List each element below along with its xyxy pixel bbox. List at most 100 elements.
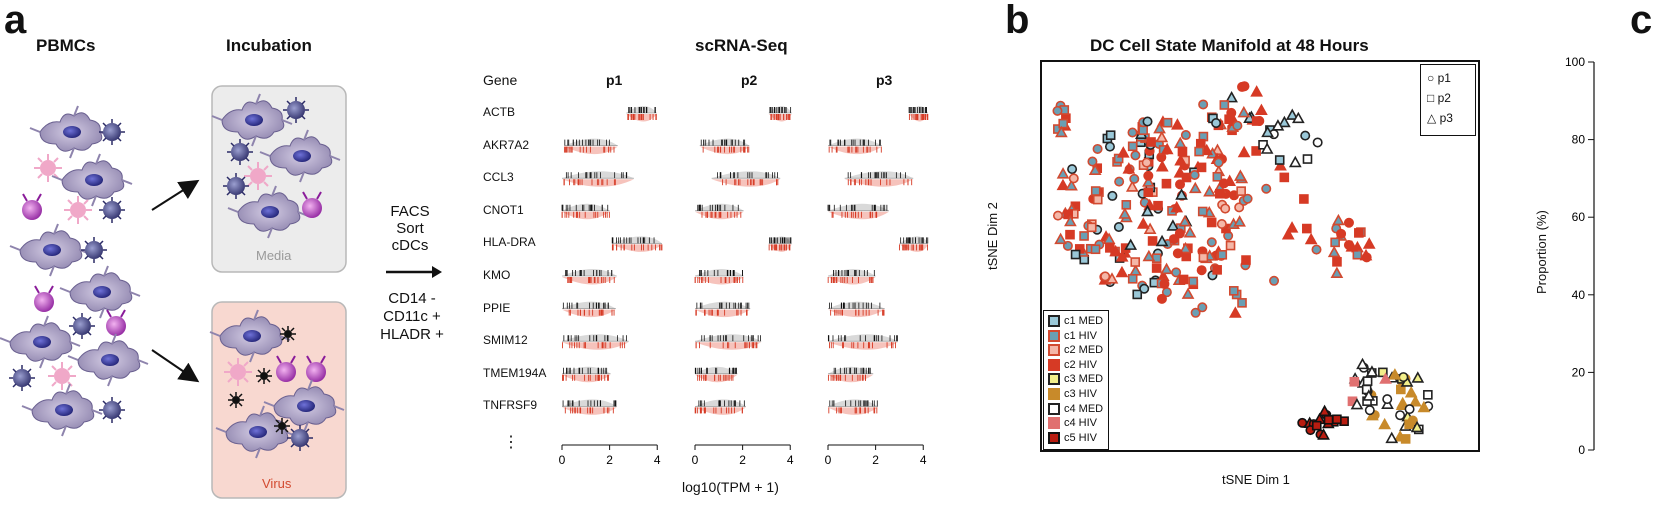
gene-label: ACTB: [483, 105, 516, 119]
tsne-point: [1058, 118, 1068, 129]
tsne-point: [1349, 376, 1360, 387]
y-tick-label: 100: [1565, 56, 1585, 69]
tsne-point: [1056, 167, 1070, 179]
tsne-point: [1155, 234, 1169, 247]
cluster-legend-label: c4 MED: [1064, 402, 1104, 415]
tsne-point: [1194, 146, 1204, 157]
donor-p1: p1: [606, 72, 623, 88]
tsne-point: [1162, 117, 1173, 128]
density-grey: [562, 269, 617, 276]
tsne-point: [1196, 265, 1207, 276]
tsne-point: [1378, 367, 1388, 378]
tsne-point: [1327, 245, 1341, 258]
tsne-xlabel: tSNE Dim 1: [1222, 472, 1290, 487]
tsne-point: [1362, 376, 1373, 386]
tsne-point: [1225, 240, 1236, 251]
tsne-point: [1141, 204, 1154, 217]
tsne-title: DC Cell State Manifold at 48 Hours: [1090, 36, 1369, 55]
tsne-point: [1086, 222, 1097, 233]
tsne-point: [1237, 145, 1251, 158]
tsne-point: [1311, 420, 1322, 431]
tsne-point: [1070, 249, 1081, 260]
cluster-legend-item: c2 HIV: [1048, 358, 1098, 371]
scrna-title: scRNA-Seq: [695, 36, 788, 55]
density-grey: [562, 203, 610, 211]
tsne-point: [1378, 417, 1392, 430]
cluster-legend-item: c1 MED: [1048, 315, 1103, 327]
tsne-point: [1395, 398, 1409, 411]
tsne-point: [1229, 286, 1239, 296]
tsne-point: [1251, 116, 1262, 126]
tsne-point: [1171, 118, 1184, 130]
shape-legend-item: △ p3: [1427, 111, 1453, 125]
tsne-point: [1417, 400, 1431, 413]
x-tick-label: 2: [739, 453, 746, 467]
density-grey: [828, 399, 878, 407]
tsne-point: [1197, 302, 1208, 313]
tsne-point: [1198, 99, 1209, 110]
cell-illustration: [0, 85, 347, 499]
swatch-icon: [1048, 388, 1060, 400]
density-pink: [828, 407, 878, 415]
tsne-point: [1105, 243, 1115, 253]
y-tick-label: 20: [1572, 365, 1586, 379]
tsne-point: [1175, 188, 1188, 200]
swatch-icon: [1048, 344, 1060, 357]
shape-legend-label: p3: [1439, 111, 1453, 125]
tsne-point: [1170, 200, 1184, 213]
facs-text: FACS Sort cDCs: [380, 203, 440, 254]
tsne-point: [1172, 248, 1183, 259]
shape-legend-item: ○ p1: [1427, 71, 1451, 85]
tsne-point: [1382, 394, 1393, 405]
tsne-point: [1291, 111, 1305, 124]
triangle-icon: △: [1427, 111, 1440, 125]
tsne-point: [1225, 90, 1238, 103]
tsne-point: [1105, 130, 1116, 140]
density-pink: [844, 179, 914, 187]
tsne-point: [1088, 163, 1102, 175]
tsne-point: [1142, 175, 1155, 187]
tsne-point: [1359, 248, 1373, 261]
gene-label: CCL3: [483, 170, 514, 185]
tsne-point: [1350, 397, 1364, 410]
tsne-point: [1274, 155, 1285, 165]
facs-line-1: FACS: [390, 203, 430, 220]
tsne-point: [1206, 237, 1217, 248]
gene-ellipsis: ⋮: [503, 434, 519, 451]
tsne-point: [1155, 160, 1169, 172]
tsne-point: [1159, 278, 1170, 289]
virus-label: Virus: [262, 476, 292, 491]
x-tick-label: 0: [825, 453, 832, 467]
tsne-point: [1122, 162, 1136, 174]
tsne-point: [1255, 103, 1268, 116]
panel-letter-a: a: [4, 0, 27, 42]
tsne-point: [1178, 274, 1189, 285]
tsne-point: [1212, 265, 1222, 275]
expression-plot: 0 2 4 0 2 4 0 2 4: [559, 106, 929, 467]
tsne-point: [1218, 178, 1229, 189]
density-pink: [695, 309, 751, 318]
tsne-point: [1143, 187, 1154, 198]
tsne-point: [1124, 238, 1138, 250]
tsne-point: [1138, 125, 1148, 135]
gene-label: AKR7A2: [483, 137, 530, 152]
tsne-point: [1214, 188, 1225, 199]
tsne-point: [1362, 389, 1376, 401]
tsne-point: [1166, 219, 1180, 231]
tsne-point: [1302, 223, 1312, 234]
cluster-legend-item: c4 MED: [1048, 402, 1104, 415]
density-pink: [695, 342, 762, 350]
x-tick-label: 2: [606, 453, 613, 467]
cluster-legend-label: c4 HIV: [1064, 417, 1098, 430]
tsne-point: [1285, 108, 1299, 120]
tsne-point: [1174, 154, 1188, 166]
gene-label: HLA-DRA: [483, 235, 536, 250]
tsne-point: [1090, 244, 1101, 255]
x-tick-label: 2: [872, 453, 879, 467]
tsne-point: [1226, 107, 1237, 118]
density-pink: [828, 146, 882, 155]
cluster-legend-label: c2 HIV: [1064, 358, 1098, 371]
tsne-point: [1181, 251, 1192, 262]
media-label: Media: [256, 248, 292, 263]
x-tick-label: 4: [654, 453, 661, 467]
